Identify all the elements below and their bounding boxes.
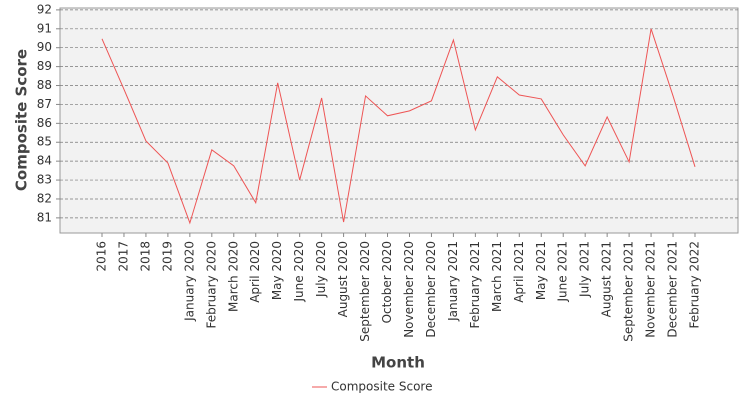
y-axis-title: Composite Score [13,49,31,191]
x-tick-label: July 2021 [578,241,592,298]
x-tick-label: December 2021 [666,241,680,338]
x-tick-label: November 2021 [644,241,658,338]
x-tick-label: May 2021 [534,241,548,300]
x-tick-label: 2018 [138,241,152,272]
x-tick-label: November 2020 [402,241,416,338]
x-tick-label: July 2020 [314,241,328,298]
y-tick-label: 90 [37,40,52,54]
x-tick-label: 2016 [95,241,109,272]
x-tick-label: April 2020 [248,241,262,303]
x-tick-label: 2019 [160,241,174,272]
y-tick-label: 87 [37,97,52,111]
x-tick-label: June 2020 [292,241,306,303]
x-tick-label: January 2020 [182,241,196,322]
x-tick-label: August 2021 [600,241,614,317]
y-tick-label: 84 [37,154,52,168]
y-tick-label: 88 [37,78,52,92]
x-tick-label: January 2021 [446,241,460,322]
y-tick-label: 89 [37,59,52,73]
y-tick-label: 86 [37,116,52,130]
x-tick-label: September 2021 [622,241,636,342]
x-axis-title: Month [371,354,425,372]
plot-area [59,7,739,234]
y-tick-label: 91 [37,21,52,35]
legend-label: Composite Score [331,380,432,394]
x-tick-label: May 2020 [270,241,284,300]
data-line [101,28,696,225]
y-tick-label: 82 [37,191,52,205]
y-tick-label: 85 [37,135,52,149]
x-tick-label: August 2020 [336,241,350,317]
x-tick-label: April 2021 [512,241,526,303]
x-tick-label: March 2021 [490,241,504,312]
x-tick-label: June 2021 [556,241,570,303]
x-tick-label: February 2020 [204,241,218,329]
y-tick-label: 83 [37,173,52,187]
x-tick-label: December 2020 [424,241,438,338]
x-tick-label: September 2020 [358,241,372,342]
x-tick-label: 2017 [116,241,130,272]
x-tick-label: February 2021 [468,241,482,329]
y-tick-label: 92 [37,2,52,16]
y-tick-label: 81 [37,210,52,224]
x-tick-label: March 2020 [226,241,240,312]
x-tick-label: February 2022 [688,241,702,329]
x-tick-label: October 2020 [380,241,394,323]
